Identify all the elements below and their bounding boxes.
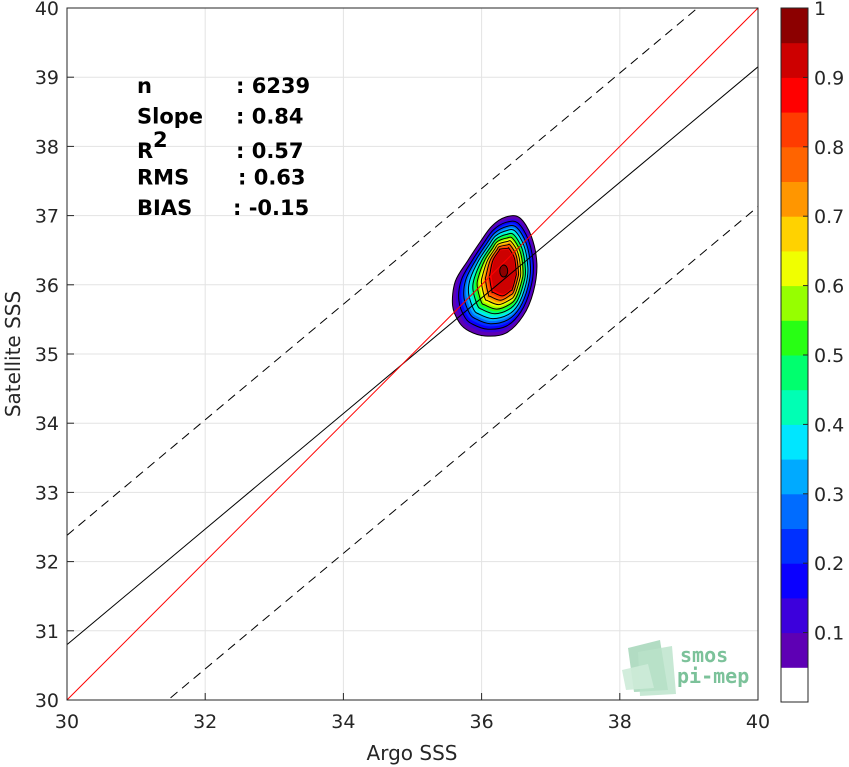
colorbar-swatch [781,216,808,252]
colorbar-swatch [781,667,808,703]
x-axis: 30 32 34 36 38 40 [55,693,770,733]
smos-pi-mep-logo: smos pi-mep [622,640,749,696]
x-tick-label: 30 [55,711,79,733]
x-axis-label: Argo SSS [367,741,458,765]
regression-line [67,66,758,646]
colorbar-tick-label: 0.6 [814,276,844,298]
y-tick-label: 33 [35,482,59,504]
colorbar-swatch [781,8,808,44]
y-axis-label: Satellite SSS [1,291,25,417]
y-tick-label: 36 [35,275,59,297]
identity-line [67,8,758,700]
colorbar-tick-label: 0.4 [814,414,844,436]
colorbar-tick-label: 1 [814,0,826,20]
stat-value: : -0.15 [233,196,309,220]
colorbar-tick-label: 0.7 [814,206,844,228]
lower-bound-line [167,206,758,700]
stat-label: R [137,139,153,163]
stats-box: n : 6239 Slope : 0.84 R 2 : 0.57 RMS : 0.63 BIAS:… [137,74,310,220]
colorbar-swatch [781,77,808,113]
stat-label: BIAS [137,196,192,220]
y-tick-label: 35 [35,344,59,366]
stat-value: : 6239 [236,74,310,98]
x-tick-label: 32 [193,711,217,733]
colorbar-tick-label: 0.5 [814,345,844,367]
colorbar-tick-label: 0.9 [814,67,844,89]
colorbar-swatch [781,459,808,495]
logo-line1: smos [680,643,728,667]
colorbar-tick-label: 0.8 [814,137,844,159]
colorbar-swatch [781,320,808,356]
fit-lines [67,8,758,700]
y-axis: 30 31 32 33 34 35 36 37 38 39 40 [35,0,74,712]
colorbar: 0.1 0.2 0.3 0.4 0.5 0.6 0.7 0.8 0.9 1 [780,0,844,703]
y-tick-label: 39 [35,67,59,89]
stat-label: Slope [137,105,203,129]
colorbar-swatch [781,528,808,564]
colorbar-swatch [781,42,808,78]
stat-value: : 0.57 [236,139,304,163]
y-tick-label: 40 [35,0,59,20]
stat-label: RMS [137,166,189,190]
x-tick-label: 36 [470,711,494,733]
colorbar-swatch [781,493,808,529]
colorbar-tick-label: 0.2 [814,553,844,575]
colorbar-swatch [781,424,808,460]
density-peak [499,264,509,278]
colorbar-swatch [781,181,808,217]
x-tick-label: 40 [746,711,770,733]
y-tick-label: 37 [35,206,59,228]
logo-line2: pi-mep [677,664,749,688]
colorbar-swatch [781,389,808,425]
stat-label: n [137,74,152,98]
y-tick-label: 31 [35,621,59,643]
y-tick-label: 34 [35,413,59,435]
stat-value: : 0.63 [238,166,306,190]
colorbar-swatch [781,112,808,148]
colorbar-tick-label: 0.1 [814,623,844,645]
x-tick-label: 38 [608,711,632,733]
stat-value: : 0.84 [236,105,304,129]
grid-lines [66,7,759,701]
x-tick-label: 34 [331,711,355,733]
colorbar-tick-label: 0.3 [814,484,844,506]
colorbar-swatch [781,632,808,668]
colorbar-swatch [781,355,808,391]
colorbar-swatch [781,597,808,634]
upper-bound-line [67,8,699,536]
logo-waves-icon [622,640,676,696]
colorbar-swatch [781,250,808,287]
y-tick-label: 32 [35,552,59,574]
y-tick-label: 30 [35,690,59,712]
stat-superscript: 2 [153,128,168,152]
colorbar-swatch [781,285,808,321]
colorbar-swatch [781,146,808,182]
y-tick-label: 38 [35,136,59,158]
colorbar-swatch [781,563,808,599]
